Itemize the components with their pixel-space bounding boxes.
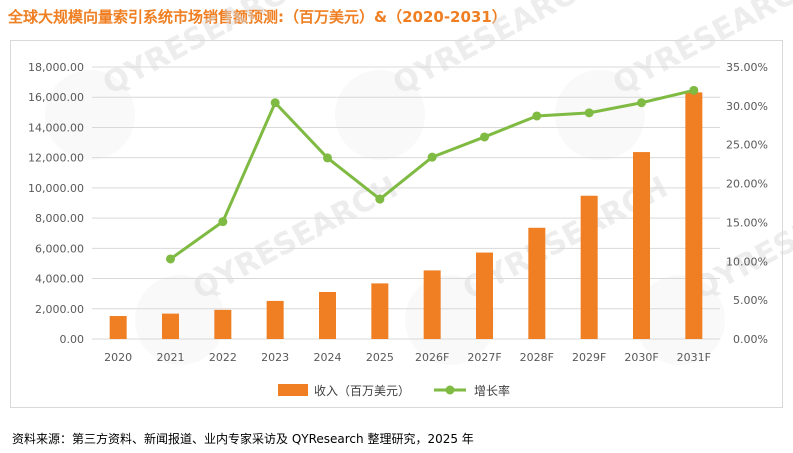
legend-line-label: 增长率 [474, 383, 510, 398]
growth-rate-point [375, 194, 385, 204]
growth-rate-point [480, 132, 489, 142]
growth-rate-point [689, 85, 699, 95]
x-tick-label: 2022 [209, 351, 237, 364]
watermark-globe [45, 70, 135, 160]
y-left-tick-label: 8,000.00 [35, 212, 84, 225]
growth-rate-point [637, 98, 646, 108]
x-tick-label: 2025 [366, 351, 394, 364]
y-left-tick-label: 12,000.00 [28, 152, 84, 165]
revenue-bars [109, 92, 703, 340]
y-left-tick-label: 18,000.00 [28, 61, 84, 74]
y-left-tick-label: 6,000.00 [35, 242, 84, 255]
legend-bar-label: 收入（百万美元） [314, 384, 410, 398]
x-tick-label: 2028F [520, 351, 554, 364]
x-tick-label: 2021 [157, 351, 185, 364]
chart-title: 全球大规模向量索引系统市场销售额预测:（百万美元）&（2020-2031） [8, 8, 507, 26]
watermark-text: QYRESEARCH [97, 0, 313, 102]
y-right-tick-label: 5.00% [733, 294, 768, 307]
y-right-tick-label: 30.00% [726, 100, 768, 113]
watermark-globe [635, 275, 725, 365]
x-tick-label: 2020 [104, 351, 132, 364]
watermark-globe [555, 70, 645, 160]
x-tick-label: 2023 [261, 351, 289, 364]
revenue-bar [109, 316, 127, 339]
y-right-tick-label: 0.00% [733, 333, 768, 346]
watermark-globe [335, 70, 425, 160]
x-tick-label: 2029F [572, 351, 606, 364]
y-right-tick-label: 15.00% [726, 216, 768, 229]
revenue-bar [633, 152, 650, 339]
watermark-layer: QYRESEARCH QYRESEARCH QYRESEARCHQYRESEARCH… [45, 0, 793, 365]
revenue-bar [266, 300, 284, 339]
growth-rate-point [584, 108, 594, 118]
revenue-bar [214, 309, 232, 339]
y-left-tick-label: 10,000.00 [28, 182, 84, 195]
chart-frame [10, 40, 783, 408]
growth-rate-point [323, 153, 332, 163]
y-right-tick-label: 10.00% [726, 255, 768, 268]
y-left-tick-label: 16,000.00 [28, 91, 84, 104]
revenue-bar [685, 92, 703, 340]
axis-labels: 0.00 2,000.00 4,000.00 6,000.00 8,000.00 10,0… [28, 61, 768, 364]
revenue-bar [528, 227, 546, 339]
revenue-bar [319, 292, 336, 339]
y-left-tick-label: 4,000.00 [35, 273, 84, 286]
growth-rate-point [166, 254, 175, 264]
x-tick-label: 2024 [314, 351, 342, 364]
x-tick-label: 2030F [624, 351, 658, 364]
revenue-bar [371, 283, 389, 339]
y-right-tick-label: 25.00% [726, 139, 768, 152]
legend-bar-swatch [278, 384, 308, 396]
y-left-tick-label: 0.00 [60, 333, 85, 346]
watermark-text: QYRESEARCH [607, 0, 793, 102]
y-left-tick-label: 2,000.00 [35, 303, 84, 316]
growth-rate-point [427, 152, 437, 162]
revenue-bar [476, 252, 493, 339]
y-right-tick-label: 20.00% [726, 178, 768, 191]
watermark-globe [135, 275, 225, 365]
revenue-bar [423, 270, 441, 339]
legend: 收入（百万美元） 增长率 [278, 383, 510, 398]
legend-line-marker [445, 385, 455, 395]
revenue-bar [162, 313, 179, 339]
x-tick-label: 2027F [467, 351, 501, 364]
growth-line [166, 85, 699, 264]
source-note: 资料来源：第三方资料、新闻报道、业内专家采访及 QYResearch 整理研究，… [12, 432, 474, 446]
x-tick-label: 2031F [677, 351, 711, 364]
y-right-tick-label: 35.00% [726, 61, 768, 74]
revenue-bar [580, 195, 598, 339]
y-left-tick-label: 14,000.00 [28, 121, 84, 134]
gridlines [92, 66, 720, 340]
growth-rate-point [218, 217, 228, 227]
growth-rate-point [270, 98, 280, 108]
x-tick-label: 2026F [415, 351, 449, 364]
growth-rate-point [532, 111, 542, 121]
